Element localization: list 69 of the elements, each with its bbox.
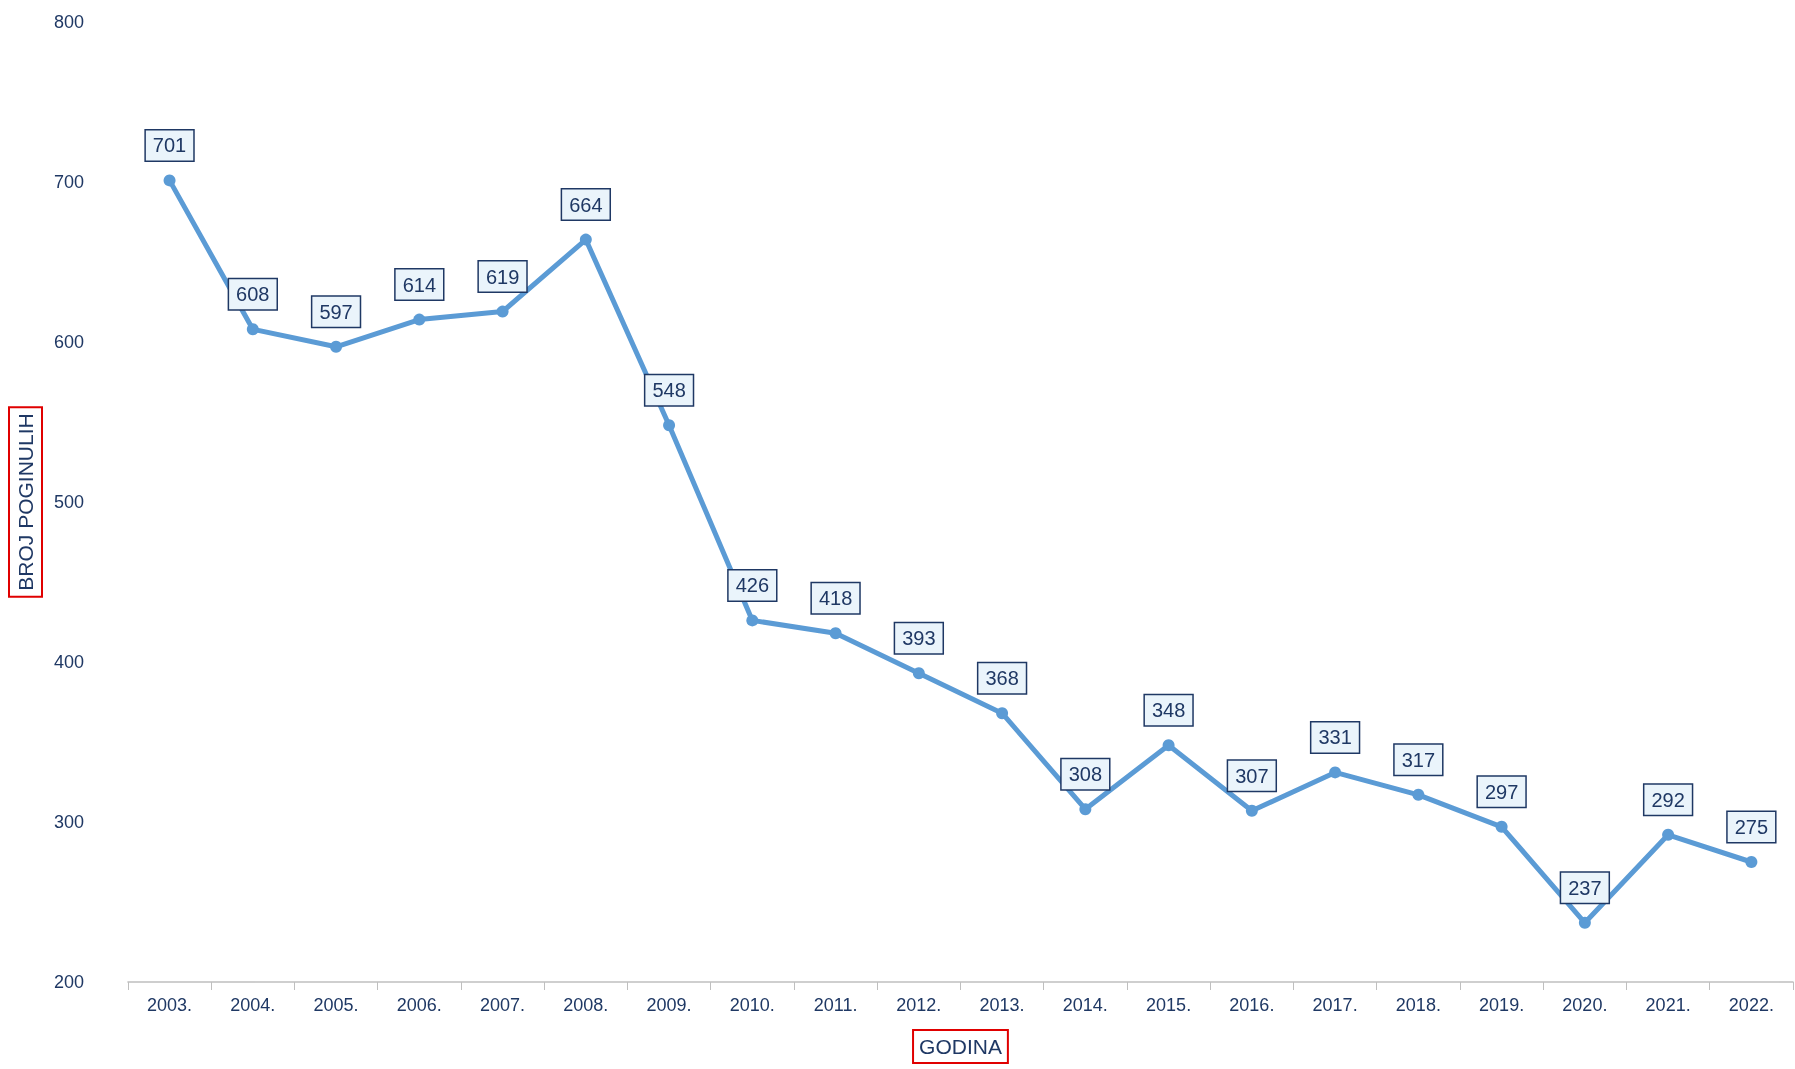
y-tick-label: 600: [53, 332, 84, 352]
y-tick-label: 500: [53, 492, 84, 512]
data-label: 608: [236, 283, 270, 306]
point: [330, 340, 343, 353]
data-label: 368: [985, 667, 1019, 690]
x-tick-label: 2020.: [1562, 995, 1608, 1015]
data-label: 297: [1484, 780, 1519, 803]
y-tick-label: 700: [53, 172, 84, 192]
x-tick-label: 2008.: [563, 995, 609, 1015]
point: [1162, 739, 1175, 752]
point: [246, 323, 259, 336]
x-tick-label: 2009.: [646, 995, 692, 1015]
x-tick-label: 2018.: [1395, 995, 1441, 1015]
data-label: 307: [1235, 764, 1269, 787]
point: [1745, 856, 1758, 868]
data-label: 619: [485, 265, 520, 288]
point: [413, 313, 426, 326]
x-tick-label: 2012.: [896, 995, 942, 1015]
x-tick-label: 2003.: [147, 995, 193, 1015]
point: [1578, 916, 1591, 929]
x-tick-label: 2011.: [813, 995, 858, 1015]
point: [829, 627, 842, 640]
x-tick-label: 2021.: [1645, 995, 1691, 1015]
data-label: 664: [569, 193, 603, 216]
y-tick-label: 200: [53, 972, 84, 992]
data-label: 237: [1568, 876, 1602, 899]
x-tick-label: 2017.: [1312, 995, 1358, 1015]
point: [496, 305, 509, 318]
y-tick-label: 400: [53, 652, 84, 672]
y-axis-title: BROJ POGINULIH: [14, 413, 37, 591]
point: [579, 233, 592, 246]
x-tick-label: 2010.: [729, 995, 775, 1015]
data-label: 348: [1151, 699, 1186, 722]
x-tick-label: 2013.: [979, 995, 1025, 1015]
data-label: 331: [1318, 726, 1352, 749]
data-label: 548: [652, 379, 686, 402]
x-tick-label: 2016.: [1229, 995, 1275, 1015]
x-axis-title: GODINA: [919, 1035, 1002, 1058]
data-label: 393: [902, 627, 936, 650]
point: [1662, 828, 1675, 841]
y-tick-label: 800: [53, 12, 84, 32]
y-tick-label: 300: [53, 812, 84, 832]
point: [746, 614, 759, 627]
point: [1079, 803, 1092, 816]
point: [1245, 804, 1258, 817]
point: [912, 667, 925, 680]
data-label: 308: [1068, 763, 1103, 786]
x-tick-label: 2007.: [480, 995, 526, 1015]
x-tick-label: 2014.: [1062, 995, 1108, 1015]
x-tick-label: 2004.: [230, 995, 276, 1015]
data-label: 701: [152, 134, 187, 157]
point: [163, 174, 176, 187]
x-tick-label: 2006.: [396, 995, 442, 1015]
point: [1329, 766, 1342, 779]
x-tick-label: 2015.: [1146, 995, 1192, 1015]
data-label: 418: [818, 587, 853, 610]
point: [996, 707, 1009, 720]
point: [663, 419, 676, 432]
data-label: 317: [1401, 748, 1436, 771]
point: [1412, 788, 1425, 801]
data-label: 614: [402, 273, 437, 296]
x-tick-label: 2022.: [1728, 995, 1774, 1015]
data-label: 597: [319, 300, 353, 323]
data-label: 426: [735, 574, 770, 597]
data-label: 292: [1651, 788, 1685, 811]
x-tick-label: 2019.: [1479, 995, 1525, 1015]
x-tick-label: 2005.: [313, 995, 359, 1015]
data-label: 275: [1734, 816, 1769, 838]
point: [1495, 820, 1508, 833]
